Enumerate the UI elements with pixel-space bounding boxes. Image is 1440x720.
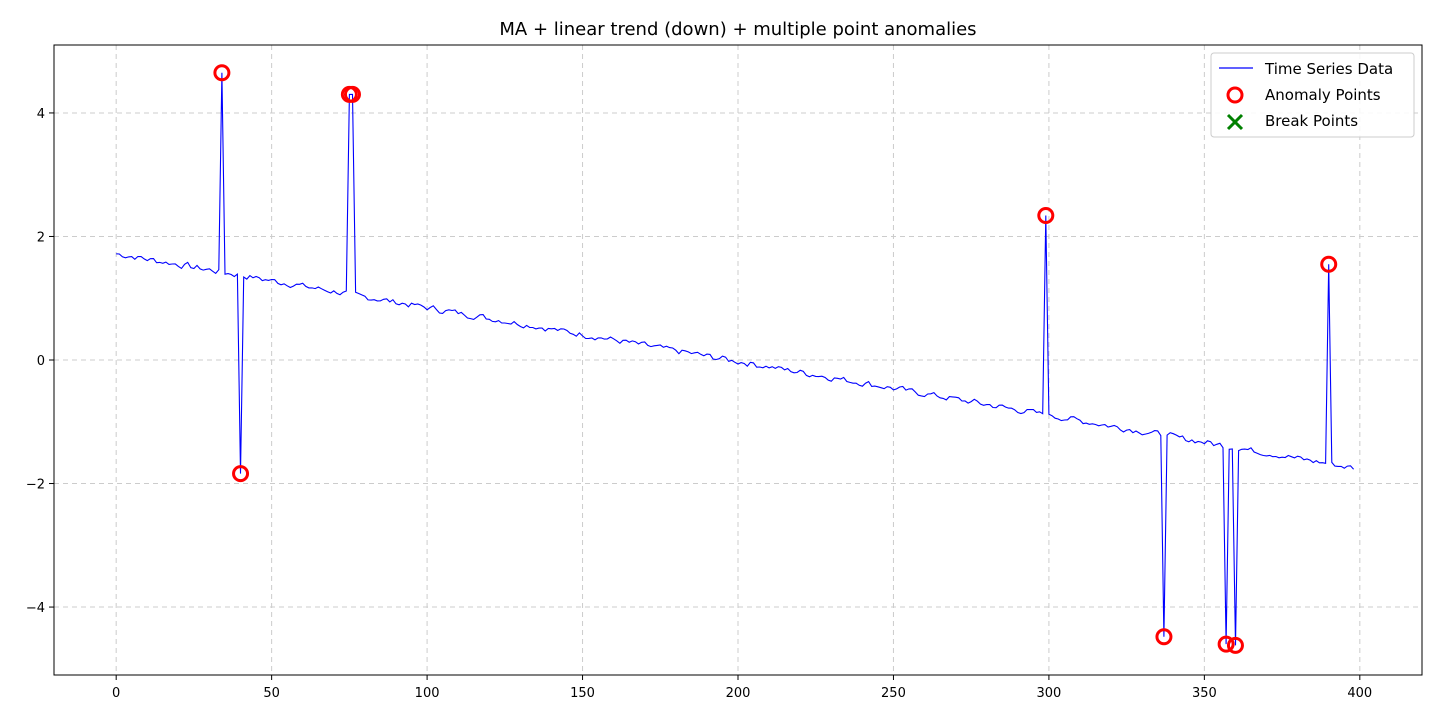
anomaly-point [1217, 635, 1235, 653]
x-tick-label: 50 [263, 686, 280, 701]
y-tick-label: −2 [26, 478, 45, 493]
chart-title: MA + linear trend (down) + multiple poin… [499, 19, 976, 40]
legend-swatch-x [1226, 113, 1244, 131]
anomaly-point [1320, 255, 1338, 273]
anomaly-point [213, 64, 231, 82]
legend-label-anomaly-points: Anomaly Points [1265, 86, 1381, 104]
grid [54, 45, 1422, 675]
x-tick-label: 300 [1036, 686, 1061, 701]
x-tick-label: 200 [726, 686, 751, 701]
legend: Time Series Data Anomaly Points Break Po… [1210, 52, 1415, 138]
anomaly-point [1226, 636, 1244, 654]
y-axis: −4 −2 0 2 4 [26, 107, 54, 616]
anomaly-point [1037, 206, 1055, 224]
legend-swatch-circle [1226, 86, 1244, 104]
legend-box [1210, 52, 1415, 138]
legend-label-time-series: Time Series Data [1264, 60, 1393, 78]
legend-label-break-points: Break Points [1265, 112, 1358, 130]
x-tick-label: 150 [570, 686, 595, 701]
y-tick-label: 4 [37, 107, 45, 122]
x-axis: 0 50 100 150 200 250 300 350 400 [112, 675, 1372, 701]
time-series-line [116, 72, 1355, 646]
x-tick-label: 250 [881, 686, 906, 701]
anomaly-point [232, 465, 250, 483]
y-tick-label: 0 [37, 354, 45, 369]
y-tick-label: −4 [26, 601, 45, 616]
anomaly-point [343, 85, 361, 103]
y-tick-label: 2 [37, 230, 45, 245]
x-tick-label: 100 [415, 686, 440, 701]
series-time-series-data [116, 72, 1355, 646]
anomaly-point [1155, 628, 1173, 646]
x-tick-label: 350 [1192, 686, 1217, 701]
x-tick-label: 0 [112, 686, 120, 701]
series-anomaly-points [213, 64, 1338, 654]
x-tick-label: 400 [1347, 686, 1372, 701]
